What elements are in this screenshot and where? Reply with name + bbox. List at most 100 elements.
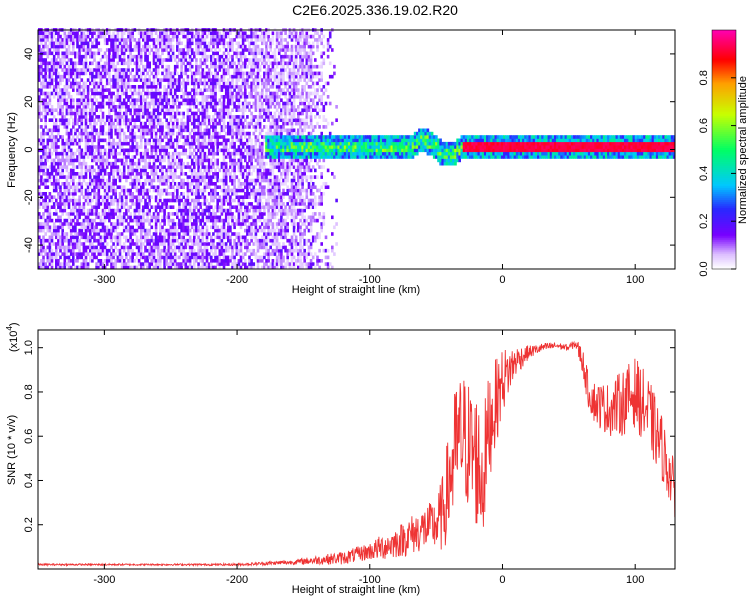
heatmap-cell [239,208,243,213]
heatmap-cell [93,245,96,250]
heatmap-cell [163,178,166,183]
heatmap-cell [190,64,194,69]
heatmap-cell [93,68,96,72]
heatmap-cell [108,64,111,69]
heatmap-cell [105,188,109,193]
heatmap-cell [190,38,194,42]
heatmap-cell [203,158,207,163]
heatmap-cell [91,54,94,59]
heatmap-cell [227,105,230,109]
heatmap-cell [163,68,166,72]
heatmap-cell [116,111,120,116]
heatmap-cell [207,182,211,186]
heatmap-cell [84,182,88,186]
heatmap-cell [65,101,69,106]
heatmap-cell [38,192,41,196]
heatmap-cell [207,74,211,79]
heatmap-cell [239,235,243,240]
heatmap-cell [93,168,96,173]
heatmap-cell [220,178,224,183]
heatmap-cell [38,165,41,169]
heatmap-cell [82,61,86,66]
heatmap-cell [148,208,151,213]
heatmap-cell [112,41,115,46]
heatmap-cell [97,61,101,66]
heatmap-cell [137,151,141,156]
heatmap-cell [135,185,139,189]
heatmap-cell [108,218,111,223]
heatmap-cell [150,182,154,186]
heatmap-cell [212,242,215,246]
heatmap-cell [218,218,222,223]
heatmap-cell [46,238,50,243]
heatmap-cell [89,232,92,236]
heatmap-cell [193,71,196,76]
heatmap-cell [84,228,88,233]
heatmap-cell [38,198,41,203]
heatmap-cell [139,228,143,233]
heatmap-cell [171,155,175,159]
heatmap-cell [61,222,64,226]
heatmap-cell [52,108,56,112]
heatmap-cell [239,34,243,39]
heatmap-cell [38,188,41,193]
heatmap-cell [154,245,158,250]
heatmap-cell [171,44,175,49]
heatmap-cell [152,51,156,56]
heatmap-cell [227,64,230,69]
heatmap-cell [154,208,158,213]
heatmap-cell [205,248,209,253]
heatmap-cell [224,151,228,156]
heatmap-cell [69,71,73,76]
heatmap-cell [212,222,215,226]
heatmap-cell [197,34,200,39]
heatmap-cell [227,188,230,193]
heatmap-cell [69,208,73,213]
heatmap-cell [86,44,90,49]
heatmap-cell [176,78,179,82]
heatmap-cell [114,34,117,39]
heatmap-cell [235,64,239,69]
heatmap-cell [231,141,234,146]
heatmap-cell [89,225,92,230]
heatmap-cell [84,95,88,99]
heatmap-cell [99,118,103,122]
heatmap-cell [112,228,115,233]
heatmap-cell [159,41,162,46]
heatmap-cell [184,121,188,126]
heatmap-cell [186,222,190,226]
heatmap-cell [190,48,194,52]
heatmap-cell [159,85,162,89]
heatmap-cell [222,44,226,49]
heatmap-cell [80,44,84,49]
heatmap-cell [59,175,62,179]
heatmap-cell [57,195,60,199]
heatmap-cell [167,151,171,156]
heatmap-cell [165,188,168,193]
heatmap-cell [188,118,192,122]
heatmap-cell [199,242,202,246]
heatmap-cell [99,128,103,133]
heatmap-cell [148,202,151,206]
heatmap-cell [210,205,213,209]
heatmap-cell [142,192,145,196]
heatmap-cell [50,138,54,143]
heatmap-cell [235,41,239,46]
heatmap-cell [207,215,211,220]
heatmap-cell [95,105,98,109]
heatmap-cell [103,88,107,92]
heatmap-cell [122,38,126,42]
heatmap-cell [86,148,90,153]
heatmap-cell [199,218,202,223]
heatmap-cell [55,218,58,223]
heatmap-cell [246,95,249,99]
heatmap-cell [127,118,130,122]
heatmap-cell [205,208,209,213]
heatmap-cell [78,111,81,116]
heatmap-cell [224,105,228,109]
heatmap-cell [148,228,151,233]
heatmap-cell [163,115,166,119]
heatmap-cell [44,252,47,256]
heatmap-cell [114,98,117,102]
heatmap-cell [55,175,58,179]
